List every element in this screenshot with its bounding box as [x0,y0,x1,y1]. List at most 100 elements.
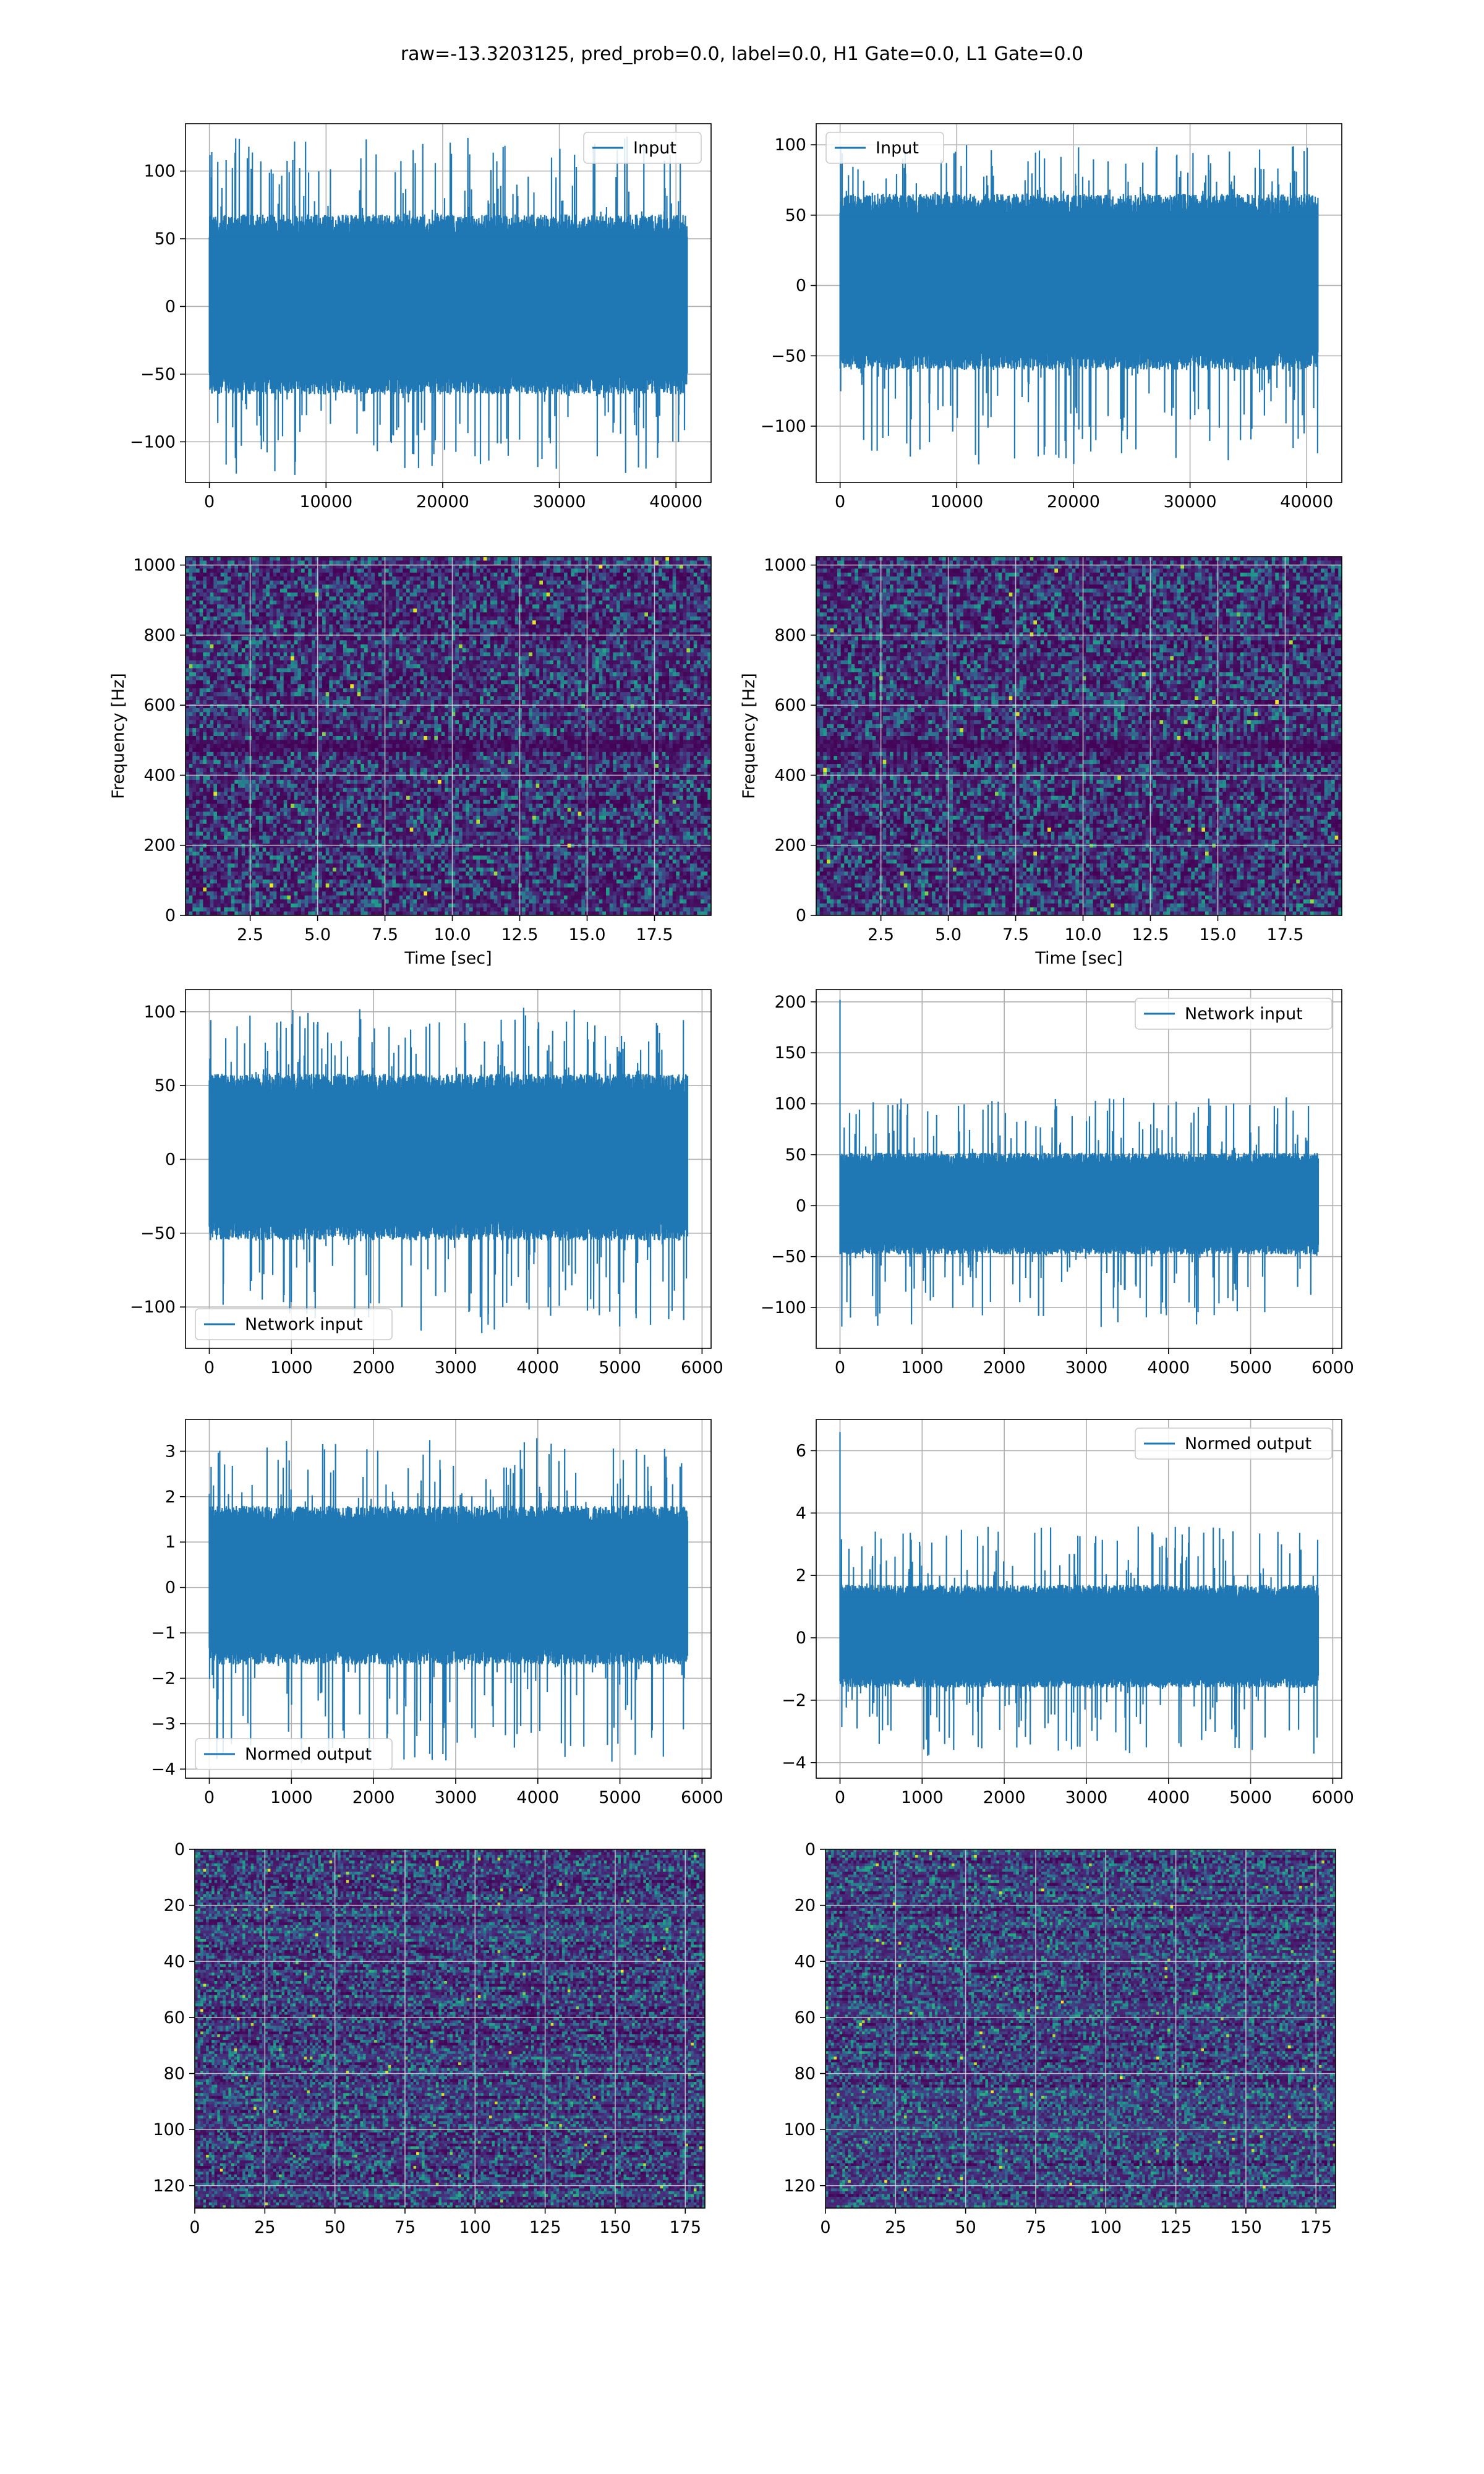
x-tick-label: 5000 [1229,1788,1272,1807]
series-band [210,1526,688,1646]
x-tick-label: 100 [1090,2218,1122,2237]
x-tick-label: 25 [885,2218,906,2237]
x-tick-label: 40000 [1280,492,1333,511]
x-tick-label: 5000 [1229,1358,1272,1377]
x-tick-label: 150 [1230,2218,1262,2237]
plot-area [816,1419,1342,1778]
y-tick-label: −4 [782,1753,806,1773]
y-tick-label: 400 [143,766,176,785]
x-tick-label: 2000 [352,1358,395,1377]
y-tick-label: 0 [165,906,176,925]
y-tick-label: 800 [774,626,806,645]
x-tick-label: 0 [204,1358,215,1377]
y-tick-label: 600 [774,696,806,715]
x-tick-label: 175 [1300,2218,1332,2237]
legend: Normed output [195,1739,392,1770]
x-tick-label: 75 [1025,2218,1046,2237]
legend: Network input [195,1309,392,1340]
y-tick-label: 100 [783,2120,816,2139]
heatmap-cells [186,557,712,916]
x-tick-label: 20000 [1047,492,1100,511]
x-tick-label: 10.0 [1064,925,1101,944]
y-tick-label: −50 [140,365,176,384]
y-tick-label: 100 [143,1003,176,1022]
y-tick-label: 0 [796,1196,806,1215]
subplot-network-input-h1: 0 1000 2000 3000 4000 5000 6000−100−50050100Ne… [130,990,723,1377]
y-tick-label: −100 [761,1298,806,1317]
x-tick-label: 6000 [1311,1358,1354,1377]
y-tick-label: 3 [165,1442,176,1461]
y-tick-label: 2 [796,1566,806,1585]
series-line [840,1432,1319,1756]
y-tick-label: 100 [143,162,176,181]
x-tick-label: 3000 [435,1788,477,1807]
x-tick-label: 25 [254,2218,275,2237]
y-tick-label: 6 [796,1441,806,1460]
y-tick-label: 200 [143,836,176,855]
x-tick-label: 150 [599,2218,631,2237]
heatmap-cells [195,1849,706,2209]
series-band [210,1095,688,1220]
legend-label: Input [633,139,676,158]
legend: Input [584,132,701,163]
x-tick-label: 40000 [649,492,702,511]
x-tick-label: 1000 [901,1358,944,1377]
y-tick-label: −50 [771,346,806,366]
x-tick-label: 0 [835,1788,845,1807]
y-tick-label: −100 [130,1298,176,1317]
x-tick-label: 0 [204,492,215,511]
x-tick-label: 125 [529,2218,561,2237]
y-tick-label: 40 [795,1952,816,1971]
plot-area [825,1849,1336,2209]
y-tick-label: 1000 [764,556,806,575]
x-tick-label: 3000 [1065,1358,1108,1377]
y-tick-label: 50 [785,1145,806,1165]
subplot-network-input-l1: 0 1000 2000 3000 4000 5000 6000−100−5005010015… [761,990,1354,1377]
y-tick-label: 120 [783,2177,816,2196]
y-tick-label: 0 [796,906,806,925]
x-tick-label: 5000 [599,1358,641,1377]
y-tick-label: −1 [151,1624,176,1643]
y-tick-label: −3 [151,1714,176,1734]
x-tick-label: 4000 [1147,1788,1190,1807]
x-tick-label: 1000 [901,1788,944,1807]
y-tick-label: 0 [796,1629,806,1648]
y-tick-label: 120 [153,2177,185,2196]
x-tick-label: 6000 [1311,1788,1354,1807]
y-tick-label: 400 [774,766,806,785]
y-tick-label: 40 [164,1952,185,1971]
x-tick-label: 6000 [681,1358,723,1377]
x-tick-label: 2.5 [237,925,263,944]
y-tick-label: 200 [774,993,806,1012]
x-tick-label: 0 [820,2218,830,2237]
plot-area [195,1849,706,2209]
x-tick-label: 0 [835,492,845,511]
y-tick-label: −4 [151,1760,176,1779]
heatmap-cells [816,557,1342,916]
y-tick-label: 1 [165,1533,176,1552]
x-tick-label: 7.5 [1002,925,1029,944]
x-tick-label: 125 [1160,2218,1192,2237]
subplot-spectrogram-h1: 2.5 5.0 7.5 10.0 12.5 15.0 17.5020040060080010… [109,556,712,968]
legend-label: Network input [245,1315,363,1334]
y-tick-label: 100 [774,135,806,155]
legend-label: Normed output [1185,1434,1311,1453]
y-tick-label: 50 [155,229,176,249]
x-tick-label: 4000 [1147,1358,1190,1377]
legend: Normed output [1135,1428,1332,1459]
y-tick-label: 50 [785,206,806,225]
subplot-spectrogram-l1: 2.5 5.0 7.5 10.0 12.5 15.0 17.5020040060080010… [740,556,1342,968]
x-tick-label: 2000 [352,1788,395,1807]
plot-area [186,1419,711,1778]
series-line [840,1000,1319,1327]
x-tick-label: 0 [204,1788,215,1807]
y-tick-label: 100 [774,1095,806,1114]
y-tick-label: −100 [130,432,176,452]
y-tick-label: −100 [761,417,806,436]
y-tick-label: 60 [795,2008,816,2027]
